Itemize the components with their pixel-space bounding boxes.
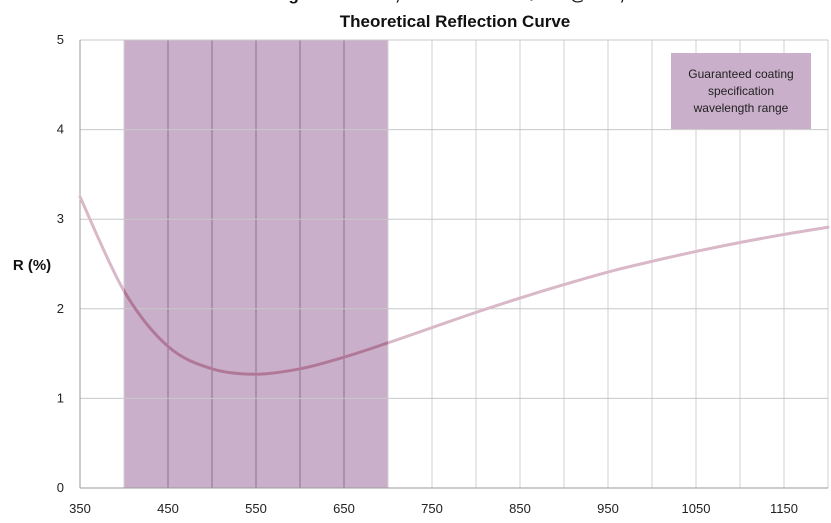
x-tick-label-450: 450 <box>157 501 179 516</box>
y-tick-label-1: 1 <box>57 390 64 405</box>
chart-title: Theoretical Reflection Curve <box>340 12 571 31</box>
x-tick-label-650: 650 <box>333 501 355 516</box>
x-tick-label-850: 850 <box>509 501 531 516</box>
reflection-curve-in-spec <box>124 287 388 376</box>
y-axis-label: R (%) <box>13 257 51 274</box>
x-tick-label-750: 750 <box>421 501 443 516</box>
y-tick-label-0: 0 <box>57 480 64 495</box>
y-tick-label-2: 2 <box>57 301 64 316</box>
chart-title-partial: Damage Threshold, Reference: 15 J/cm² @ … <box>242 0 668 4</box>
x-tick-label-1050: 1050 <box>682 501 711 516</box>
y-tick-label-4: 4 <box>57 122 64 137</box>
x-tick-label-350: 350 <box>69 501 91 516</box>
x-tick-label-1150: 1150 <box>770 501 798 516</box>
y-tick-label-5: 5 <box>57 32 64 47</box>
x-tick-label-550: 550 <box>245 501 267 516</box>
legend-spec-range-label: Guaranteed coating specification wavelen… <box>688 66 794 115</box>
y-tick-label-3: 3 <box>57 211 64 226</box>
legend-spec-range: Guaranteed coating specification wavelen… <box>671 53 811 129</box>
x-tick-label-950: 950 <box>597 501 619 516</box>
